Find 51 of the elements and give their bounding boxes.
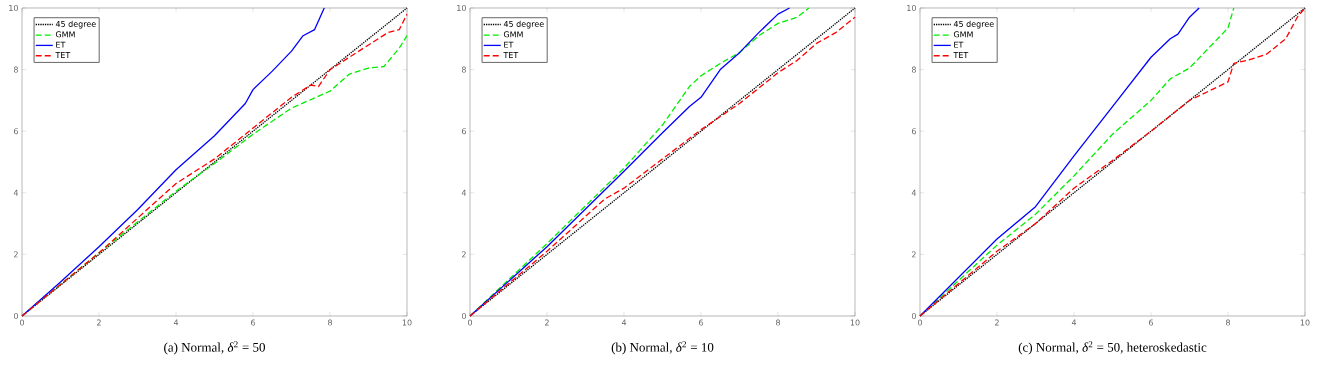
legend-label: 45 degree (503, 20, 544, 29)
legend-label: ET (954, 41, 964, 48)
y-tick-label: 0 (461, 312, 466, 320)
x-tick-label: 8 (328, 319, 333, 326)
y-tick-label: 4 (461, 189, 467, 196)
legend-label: TET (953, 52, 969, 58)
text: (a) Normal, δ$^{2}$ = 50 (164, 341, 265, 355)
y-tick-label: 10 (457, 4, 466, 12)
x-tick-label: 2 (995, 319, 999, 326)
y-tick-label: 2 (911, 251, 916, 258)
x-tick-label: 6 (1149, 319, 1154, 326)
y-tick-label: 6 (911, 128, 916, 135)
x-tick-label: 4 (173, 319, 179, 326)
x-tick-label: 4 (621, 319, 627, 326)
legend-label: GMM (953, 31, 973, 38)
legend-label: GMM (55, 31, 75, 38)
y-tick-label: 6 (13, 128, 18, 135)
legend-label: GMM (503, 31, 523, 38)
x-tick-label: 8 (1226, 319, 1230, 326)
y-tick-label: 10 (9, 4, 18, 12)
y-tick-label: 2 (461, 251, 466, 258)
x-tick-label: 0 (20, 319, 25, 326)
legend-label: ET (504, 41, 514, 48)
y-tick-label: 4 (13, 189, 19, 196)
x-tick-label: 0 (917, 319, 923, 326)
legend-label: TET (503, 52, 519, 58)
x-tick-label: 6 (699, 319, 704, 326)
y-tick-label: 4 (911, 189, 917, 196)
y-tick-label: 10 (907, 4, 916, 12)
legend-label: ET (56, 41, 66, 48)
y-tick-label: 8 (13, 66, 18, 73)
x-tick-label: 6 (251, 319, 256, 326)
legend-label: 45 degree (953, 20, 994, 29)
y-tick-label: 2 (13, 251, 18, 258)
legend-label: TET (55, 52, 71, 58)
y-tick-label: 6 (461, 128, 466, 135)
y-tick-label: 0 (911, 312, 916, 320)
x-tick-label: 4 (1071, 319, 1077, 326)
y-tick-label: 8 (461, 66, 466, 73)
y-tick-label: 0 (13, 312, 18, 320)
x-tick-label: 2 (545, 319, 549, 326)
text: (b) Normal, δ$^{2}$ = 10 (611, 341, 714, 355)
x-tick-label: 0 (468, 319, 473, 326)
x-tick-label: 2 (97, 319, 101, 326)
text: (c) Normal, δ$^{2}$ = 50, heteroskedastic (1018, 341, 1207, 355)
x-tick-label: 10 (1300, 319, 1310, 326)
x-tick-label: 8 (776, 319, 781, 326)
legend-label: 45 degree (55, 20, 96, 29)
x-tick-label: 10 (850, 319, 860, 326)
y-tick-label: 8 (911, 66, 916, 73)
x-tick-label: 10 (402, 319, 412, 326)
